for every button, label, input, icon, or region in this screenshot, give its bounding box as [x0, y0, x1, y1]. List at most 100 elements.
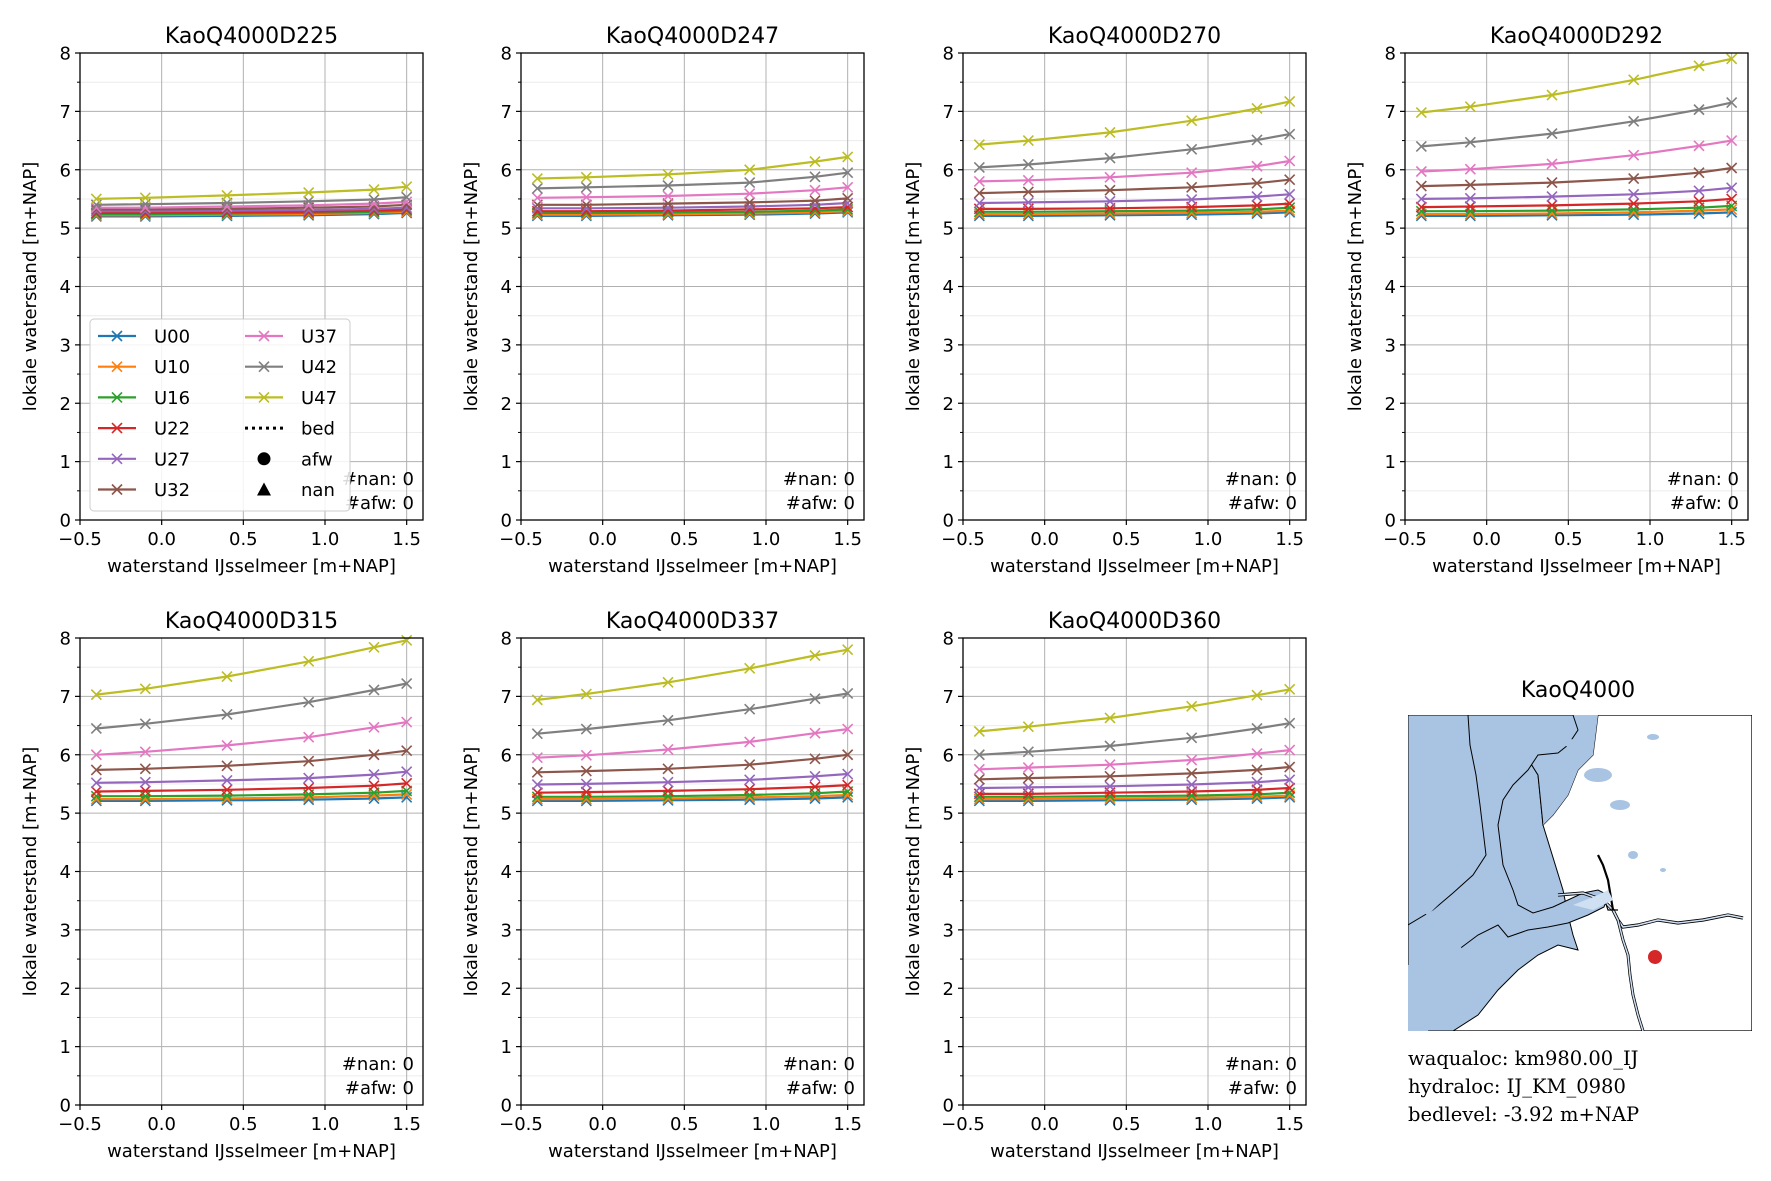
data-point-U32 [1251, 764, 1263, 776]
data-point-U37 [1186, 167, 1198, 179]
data-point-U32 [1186, 767, 1198, 779]
series-line-U00 [537, 796, 848, 803]
legend-label-U16: U16 [154, 388, 190, 409]
y-tick-label: 1 [943, 452, 954, 473]
series-line-U10 [979, 794, 1290, 801]
data-point-U32 [580, 765, 592, 777]
data-point-U32 [1284, 174, 1296, 186]
data-point-U42 [1186, 732, 1198, 744]
chart-title: KaoQ4000D247 [606, 24, 779, 49]
data-point-U42 [139, 718, 151, 730]
data-point-U47 [842, 151, 854, 163]
data-point-U37 [1693, 140, 1705, 152]
y-tick-label: 3 [943, 335, 954, 356]
chart-title: KaoQ4000D292 [1490, 24, 1663, 49]
data-point-U00 [139, 795, 151, 807]
data-point-U32 [368, 749, 380, 761]
data-point-U42 [1104, 152, 1116, 164]
data-point-U27 [842, 768, 854, 780]
nan-count-text: #nan: 0 [342, 469, 414, 490]
chart-title: KaoQ4000D225 [165, 24, 338, 49]
data-point-U37 [1104, 759, 1116, 771]
data-point-U27 [1251, 191, 1263, 203]
y-tick-label: 2 [60, 979, 71, 1000]
chart-panel-4: 0 1 2 3 4 5 6 7 8 −0.5 0.0 0.5 1.0 1.5 KaoQ4000D292 wat… [1345, 24, 1749, 577]
x-tick-label: 0.0 [588, 1114, 617, 1135]
data-point-U27 [1415, 193, 1427, 205]
data-point-U27 [809, 770, 821, 782]
data-point-U42 [221, 708, 233, 721]
y-tick-label: 6 [501, 160, 512, 181]
x-tick-label: 0.5 [670, 1114, 699, 1135]
series-line-U10 [1421, 208, 1732, 216]
legend-label-U42: U42 [301, 357, 337, 378]
data-point-U47 [1693, 60, 1705, 72]
y-tick-label: 0 [60, 1096, 71, 1117]
data-point-U47 [1186, 115, 1198, 127]
series-line-U22 [96, 782, 407, 793]
data-point-U42 [842, 167, 854, 179]
series-line-U47 [537, 155, 848, 180]
data-point-U37 [1022, 762, 1034, 774]
legend-label-U47: U47 [301, 388, 337, 409]
y-tick-label: 0 [501, 1096, 512, 1117]
x-tick-label: 1.0 [752, 1114, 781, 1135]
data-point-U42 [744, 177, 756, 189]
series-line-U22 [979, 786, 1290, 796]
series-line-U42 [979, 133, 1290, 169]
series-line-U00 [979, 211, 1290, 217]
data-point-U37 [842, 181, 854, 193]
data-point-U22 [90, 785, 102, 798]
data-point-U27 [90, 777, 102, 789]
x-tick-label: 0.5 [229, 529, 258, 550]
y-tick-label: 2 [501, 394, 512, 415]
data-point-U00 [1546, 209, 1558, 221]
data-point-U27 [1464, 192, 1476, 204]
legend-marker-U27 [111, 453, 123, 465]
series-line-U37 [979, 749, 1290, 771]
afw-count-text: #afw: 0 [1670, 493, 1739, 514]
y-tick-label: 6 [943, 745, 954, 766]
data-point-U37 [1415, 165, 1427, 178]
y-tick-label: 4 [1385, 277, 1396, 298]
chart-panel-7: 0 1 2 3 4 5 6 7 8 −0.5 0.0 0.5 1.0 1.5 KaoQ4000D360 wat… [903, 609, 1307, 1162]
data-point-U42 [1726, 97, 1738, 109]
y-tick-label: 8 [943, 629, 954, 650]
data-point-U47 [1022, 134, 1034, 147]
data-point-U37 [303, 731, 315, 743]
data-point-U32 [662, 763, 674, 775]
y-tick-label: 4 [60, 277, 71, 298]
data-point-U47 [1726, 53, 1738, 65]
data-point-U32 [90, 203, 102, 216]
y-tick-label: 3 [501, 920, 512, 941]
y-tick-label: 0 [501, 511, 512, 532]
data-point-U32 [1464, 179, 1476, 191]
afw-count-text: #afw: 0 [345, 493, 414, 514]
y-tick-label: 7 [943, 102, 954, 123]
x-tick-label: 0.5 [670, 529, 699, 550]
y-tick-label: 5 [501, 219, 512, 240]
x-tick-label: 0.5 [229, 1114, 258, 1135]
data-point-U27 [1104, 780, 1116, 792]
x-tick-label: 0.0 [147, 1114, 176, 1135]
data-point-U32 [139, 763, 151, 775]
y-axis-label: lokale waterstand [m+NAP] [20, 747, 41, 997]
data-point-U37 [973, 175, 985, 187]
data-point-U00 [1284, 791, 1296, 803]
data-point-U27 [1186, 193, 1198, 206]
y-tick-label: 1 [501, 1037, 512, 1058]
data-point-U37 [1464, 163, 1476, 175]
data-point-U37 [139, 746, 151, 758]
series-line-U22 [537, 784, 848, 794]
legend-label-U00: U00 [154, 327, 190, 348]
data-point-U42 [1022, 158, 1034, 171]
data-point-U16 [662, 206, 674, 218]
series-line-U37 [96, 200, 407, 209]
data-point-U32 [809, 753, 821, 765]
y-tick-label: 8 [501, 629, 512, 650]
series-line-U37 [96, 721, 407, 756]
data-point-U47 [1284, 683, 1296, 695]
data-point-U42 [744, 703, 756, 715]
y-axis-label: lokale waterstand [m+NAP] [903, 162, 924, 412]
data-point-U22 [1628, 198, 1640, 210]
